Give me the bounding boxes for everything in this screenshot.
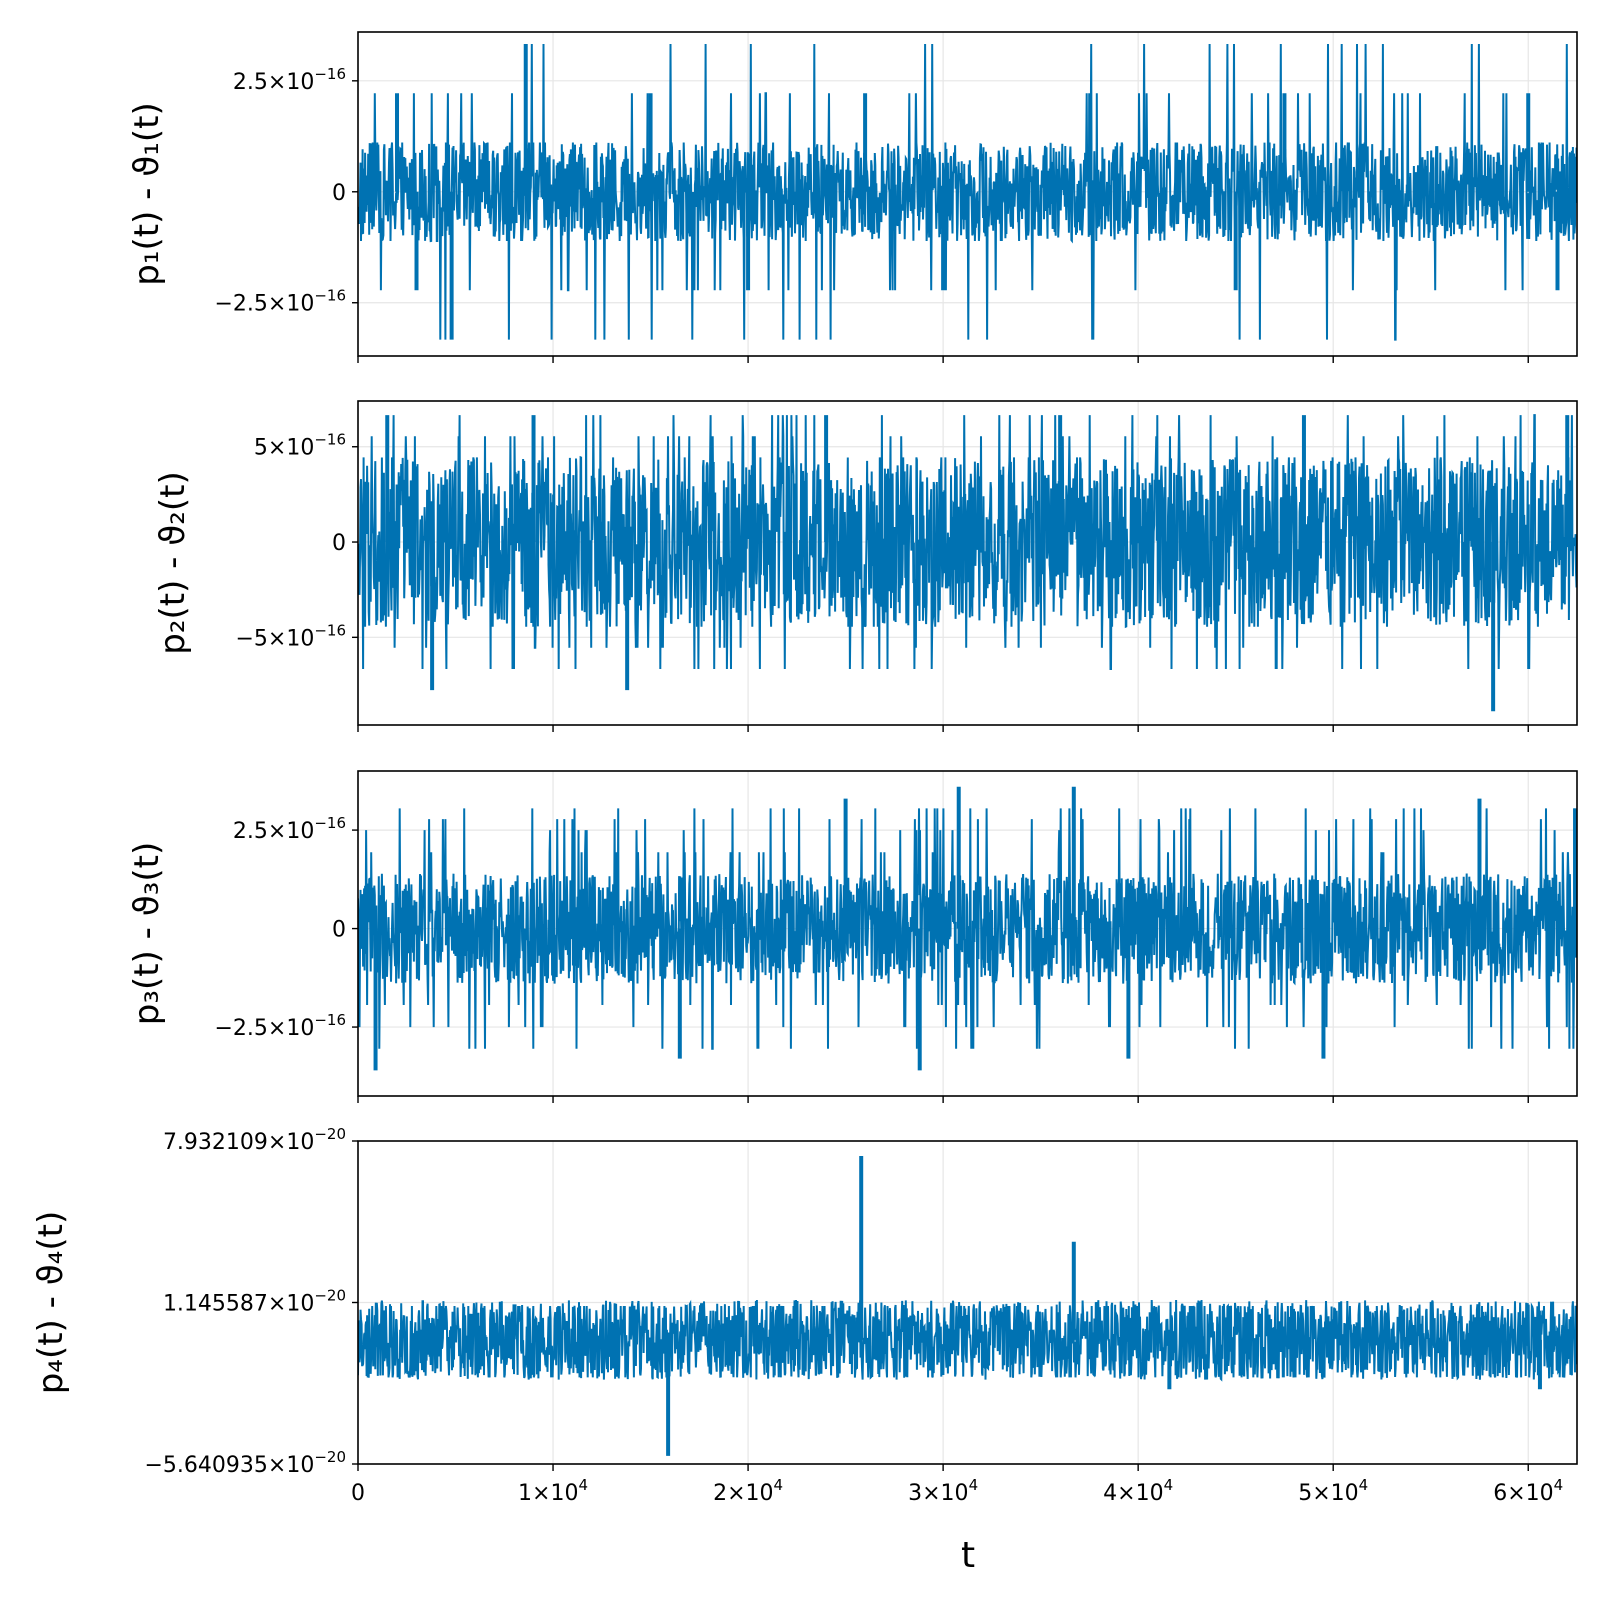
y-tick-label-mantissa: −5×10 [235,626,314,651]
y-tick-label-mantissa: 2.5×10 [233,70,314,95]
y-tick-label-exponent: −16 [314,1011,346,1029]
panel-4: 7.932109×10−201.145587×10−20−5.640935×10… [31,1125,1578,1506]
y-tick-label-exponent: −20 [314,1287,346,1305]
x-tick-label-exponent: 4 [969,1476,979,1494]
series-group [358,786,1577,1071]
series-line [358,414,1577,670]
y-tick-label: 7.932109×10−20 [163,1125,346,1155]
y-tick-label-mantissa: 7.932109×10 [163,1130,314,1155]
x-tick-label-mantissa: 3×10 [908,1481,968,1506]
y-tick-label-exponent: −16 [314,814,346,832]
y-tick-label: 2.5×10−16 [233,65,346,95]
y-axis-label: p₂(t) - ϑ₂(t) [153,471,193,655]
y-axis-label: p₁(t) - ϑ₁(t) [127,102,167,286]
y-tick-label: 5×10−16 [254,431,346,461]
y-tick-label-mantissa: 0 [332,918,346,943]
x-tick-label-mantissa: 5×10 [1298,1481,1358,1506]
series-line [358,1299,1577,1382]
y-tick-label-mantissa: 5×10 [254,436,314,461]
y-tick-label-exponent: −16 [314,65,346,83]
x-tick-label-exponent: 4 [1359,1476,1369,1494]
y-tick-label-exponent: −16 [314,621,346,639]
series-line [358,808,1577,1050]
y-tick-label-mantissa: −2.5×10 [214,1016,314,1041]
y-tick-label: 2.5×10−16 [233,814,346,844]
series-group [358,1156,1577,1456]
y-tick-label: 1.145587×10−20 [163,1287,346,1317]
x-tick-label: 2×104 [713,1476,783,1506]
series-group [358,414,1577,712]
y-tick-label-mantissa: −5.640935×10 [145,1453,315,1478]
x-tick-label: 1×104 [518,1476,588,1506]
x-axis-label: t [961,1535,975,1576]
x-tick-label-exponent: 4 [774,1476,784,1494]
axes-frame [357,31,1578,357]
y-tick-label: 0 [332,918,346,943]
y-tick-label-mantissa: 2.5×10 [233,819,314,844]
y-tick-label: −2.5×10−16 [214,1011,346,1041]
y-tick-label-mantissa: 0 [332,181,346,206]
series-line [358,43,1577,341]
y-axis-label: p₃(t) - ϑ₃(t) [127,842,167,1026]
x-tick-label: 6×104 [1493,1476,1563,1506]
x-tick-label: 0 [351,1481,365,1506]
y-tick-label-mantissa: 0 [332,531,346,556]
y-tick-label: −5.640935×10−20 [145,1448,347,1478]
y-tick-label-mantissa: −2.5×10 [214,292,314,317]
x-tick-label-exponent: 4 [578,1476,588,1494]
y-tick-label-exponent: −20 [314,1125,346,1143]
x-tick-label: 3×104 [908,1476,978,1506]
y-tick-label: 0 [332,531,346,556]
x-tick-label-exponent: 4 [1164,1476,1174,1494]
x-tick-label-mantissa: 1×10 [518,1481,578,1506]
y-tick-label-exponent: −16 [314,287,346,305]
x-tick-label-mantissa: 6×10 [1493,1481,1553,1506]
x-tick-label-mantissa: 4×10 [1103,1481,1163,1506]
y-tick-label: −5×10−16 [235,621,346,651]
x-tick-label-mantissa: 0 [351,1481,365,1506]
y-axis-label: p₄(t) - ϑ₄(t) [31,1211,71,1395]
x-tick-label: 5×104 [1298,1476,1368,1506]
axes-frame [357,400,1578,726]
x-tick-label-mantissa: 2×10 [713,1481,773,1506]
series-group [358,43,1577,341]
y-tick-label-mantissa: 1.145587×10 [163,1292,314,1317]
y-tick-label-exponent: −16 [314,431,346,449]
y-tick-label-exponent: −20 [314,1448,346,1466]
y-tick-label: 0 [332,181,346,206]
axes-frame [357,770,1578,1097]
x-tick-label: 4×104 [1103,1476,1173,1506]
x-tick-label-exponent: 4 [1554,1476,1564,1494]
y-tick-label: −2.5×10−16 [214,287,346,317]
